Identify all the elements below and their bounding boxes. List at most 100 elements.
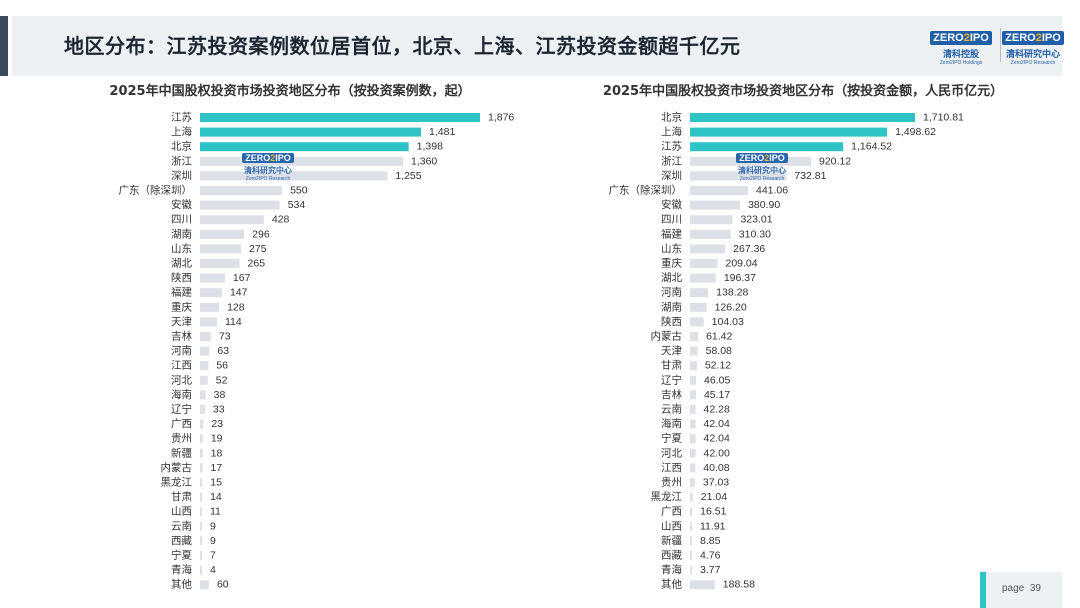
value-label: 138.28 bbox=[716, 287, 748, 299]
bar bbox=[690, 565, 692, 575]
value-label: 1,360 bbox=[411, 155, 437, 167]
page-number: page 39 bbox=[1002, 583, 1041, 594]
right-chart-title: 2025年中国股权投资市场投资地区分布（按投资金额，人民币亿元） bbox=[602, 84, 1004, 99]
category-label: 上海 bbox=[171, 125, 192, 138]
bar bbox=[200, 244, 242, 254]
bar bbox=[690, 434, 696, 444]
value-label: 42.04 bbox=[704, 418, 730, 430]
logo-mark: ZERO2IPO bbox=[930, 31, 992, 45]
value-label: 45.17 bbox=[704, 389, 730, 401]
bar bbox=[200, 405, 205, 414]
bar bbox=[200, 521, 202, 531]
category-label: 内蒙古 bbox=[651, 330, 683, 343]
bar bbox=[200, 156, 403, 166]
bar bbox=[200, 142, 409, 152]
category-label: 深圳 bbox=[171, 170, 192, 182]
bar bbox=[690, 521, 692, 531]
value-label: 42.00 bbox=[704, 447, 730, 459]
left-chart-title: 2025年中国股权投资市场投资地区分布（按投资案例数，起） bbox=[109, 84, 471, 99]
value-label: 11.91 bbox=[700, 520, 726, 532]
bar bbox=[690, 259, 718, 268]
cases-bar-chart: 江苏 1,876 上海 1,481 北京 1,398 浙江 1,360 深圳 1,255 广东（除深… bbox=[119, 111, 515, 591]
bar bbox=[690, 288, 709, 298]
category-label: 西藏 bbox=[171, 535, 192, 547]
value-label: 114 bbox=[225, 316, 242, 328]
value-label: 1,255 bbox=[395, 170, 421, 182]
value-label: 188.58 bbox=[723, 579, 755, 591]
category-label: 西藏 bbox=[661, 550, 682, 562]
value-label: 63 bbox=[217, 345, 229, 357]
value-label: 732.81 bbox=[794, 170, 826, 182]
value-label: 52.12 bbox=[705, 360, 731, 372]
bar bbox=[690, 580, 715, 590]
category-label: 重庆 bbox=[661, 257, 682, 270]
value-label: 380.90 bbox=[748, 199, 780, 211]
category-label: 山西 bbox=[661, 520, 682, 532]
value-label: 323.01 bbox=[740, 214, 772, 226]
category-label: 安徽 bbox=[171, 198, 192, 211]
bar bbox=[690, 346, 698, 356]
left-chart-watermark: ZERO2IPO 清科研究中心 Zero2IPO Research bbox=[242, 153, 294, 182]
category-label: 宁夏 bbox=[171, 549, 192, 562]
category-label: 湖南 bbox=[661, 300, 682, 313]
category-label: 海南 bbox=[171, 388, 192, 401]
bar bbox=[200, 288, 222, 298]
bar bbox=[690, 463, 696, 473]
value-label: 14 bbox=[210, 491, 222, 503]
category-label: 海南 bbox=[661, 417, 682, 430]
bar bbox=[200, 302, 220, 312]
bar bbox=[200, 463, 203, 473]
value-label: 1,398 bbox=[417, 141, 443, 153]
value-label: 209.04 bbox=[725, 258, 757, 270]
category-label: 山东 bbox=[661, 242, 682, 255]
bar bbox=[200, 434, 203, 444]
value-label: 4 bbox=[210, 564, 216, 576]
category-label: 北京 bbox=[171, 140, 192, 153]
category-label: 江西 bbox=[661, 462, 682, 474]
bar bbox=[200, 507, 202, 517]
value-label: 126.20 bbox=[715, 301, 747, 313]
value-label: 428 bbox=[272, 214, 290, 226]
value-label: 7 bbox=[210, 550, 216, 562]
bar bbox=[200, 200, 280, 210]
bar bbox=[200, 259, 240, 268]
bar bbox=[690, 405, 696, 414]
bar bbox=[200, 215, 264, 225]
zero2ipo-holdings-logo: ZERO2IPO 清科控股 Zero2IPO Holdings bbox=[928, 26, 994, 66]
bar bbox=[200, 478, 203, 487]
value-label: 265 bbox=[248, 258, 266, 270]
logo-mark: ZERO2IPO bbox=[1002, 31, 1064, 45]
category-label: 黑龙江 bbox=[651, 490, 683, 503]
category-label: 河南 bbox=[661, 286, 682, 299]
category-label: 新疆 bbox=[661, 534, 682, 547]
category-label: 上海 bbox=[661, 125, 682, 138]
bar bbox=[200, 361, 209, 371]
bar bbox=[200, 390, 206, 400]
value-label: 40.08 bbox=[703, 462, 729, 474]
header-band bbox=[12, 16, 1062, 76]
bar bbox=[690, 536, 692, 546]
category-label: 江西 bbox=[171, 360, 192, 372]
value-label: 167 bbox=[233, 272, 251, 284]
header-accent-bar bbox=[0, 16, 8, 76]
bar bbox=[200, 448, 203, 458]
value-label: 61.42 bbox=[706, 331, 732, 343]
value-label: 23 bbox=[211, 418, 223, 430]
value-label: 1,876 bbox=[488, 112, 514, 124]
bar bbox=[200, 580, 209, 590]
category-label: 福建 bbox=[661, 227, 682, 240]
bar bbox=[200, 127, 422, 137]
value-label: 16.51 bbox=[700, 506, 726, 518]
category-label: 吉林 bbox=[171, 330, 192, 343]
category-label: 广东（除深圳） bbox=[119, 184, 193, 197]
bar bbox=[690, 302, 707, 312]
category-label: 湖北 bbox=[171, 258, 192, 270]
category-label: 重庆 bbox=[171, 300, 192, 313]
value-label: 920.12 bbox=[819, 155, 851, 167]
category-label: 天津 bbox=[171, 316, 192, 328]
bar bbox=[690, 478, 695, 487]
category-label: 辽宁 bbox=[171, 403, 192, 416]
value-label: 11 bbox=[210, 506, 221, 518]
category-label: 福建 bbox=[171, 286, 192, 299]
bar bbox=[690, 171, 787, 181]
